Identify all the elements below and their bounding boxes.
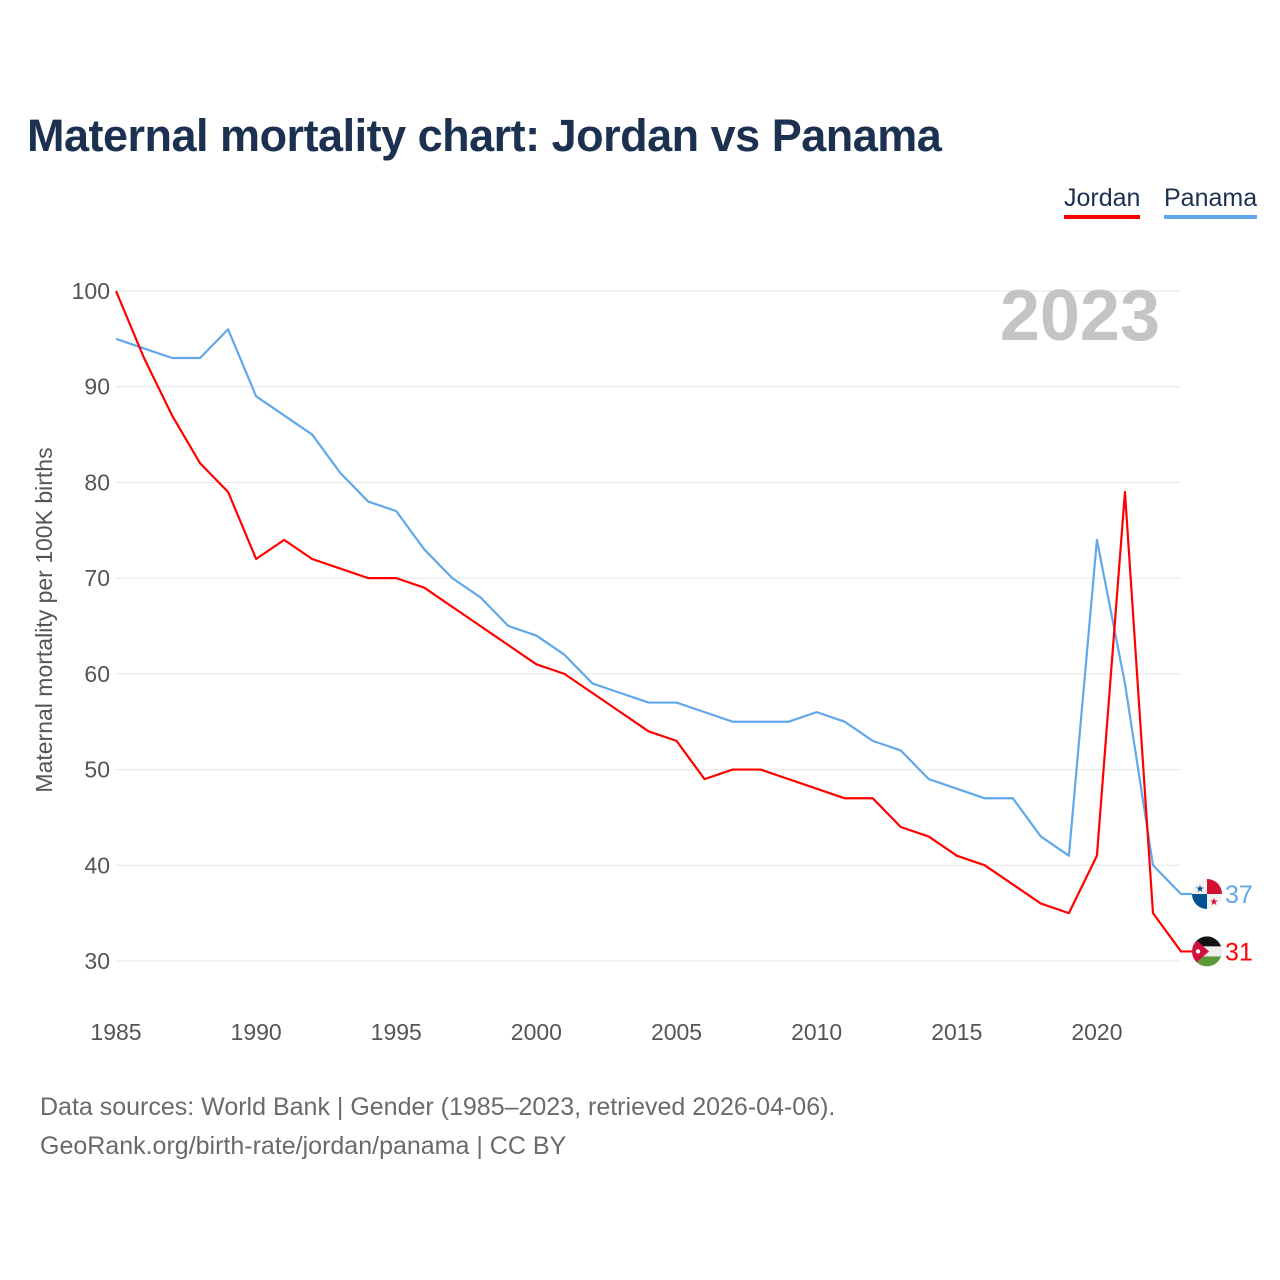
x-tick-label: 1995: [371, 1019, 422, 1045]
source-note: Data sources: World Bank | Gender (1985–…: [40, 1088, 835, 1166]
x-tick-label: 2015: [931, 1019, 982, 1045]
flag-panama-icon: ★★: [1192, 879, 1222, 909]
x-tick-label: 1985: [90, 1019, 141, 1045]
end-value-jordan: 31: [1225, 938, 1253, 966]
end-value-panama: 37: [1225, 881, 1253, 909]
chart-title: Maternal mortality chart: Jordan vs Pana…: [27, 110, 942, 161]
x-tick-label: 1990: [231, 1019, 282, 1045]
year-label: 2023: [1000, 276, 1160, 356]
series-line-jordan: [114, 290, 1193, 953]
source-url[interactable]: GeoRank.org/birth-rate/jordan/panama | C…: [40, 1132, 567, 1160]
svg-text:★: ★: [1196, 884, 1205, 895]
y-tick-label: 90: [84, 374, 110, 400]
flag-jordan-icon: [1192, 936, 1222, 967]
y-tick-label: 30: [84, 948, 110, 974]
y-axis-label: Maternal mortality per 100K births: [31, 447, 57, 792]
y-tick-label: 80: [84, 469, 110, 495]
x-tick-label: 2010: [791, 1019, 842, 1045]
series-line-panama: [115, 328, 1193, 896]
x-tick-label: 2020: [1071, 1019, 1122, 1045]
y-tick-label: 70: [84, 565, 110, 591]
y-tick-label: 100: [72, 278, 110, 304]
x-tick-label: 2005: [651, 1019, 702, 1045]
source-line: Data sources: World Bank | Gender (1985–…: [40, 1093, 836, 1121]
legend-jordan[interactable]: Jordan: [1064, 184, 1141, 219]
y-tick-label: 50: [84, 757, 110, 783]
y-tick-label: 60: [84, 661, 110, 687]
x-tick-label: 2000: [511, 1019, 562, 1045]
y-tick-label: 40: [84, 852, 110, 878]
svg-text:★: ★: [1210, 897, 1219, 908]
legend-panama[interactable]: Panama: [1164, 184, 1258, 219]
